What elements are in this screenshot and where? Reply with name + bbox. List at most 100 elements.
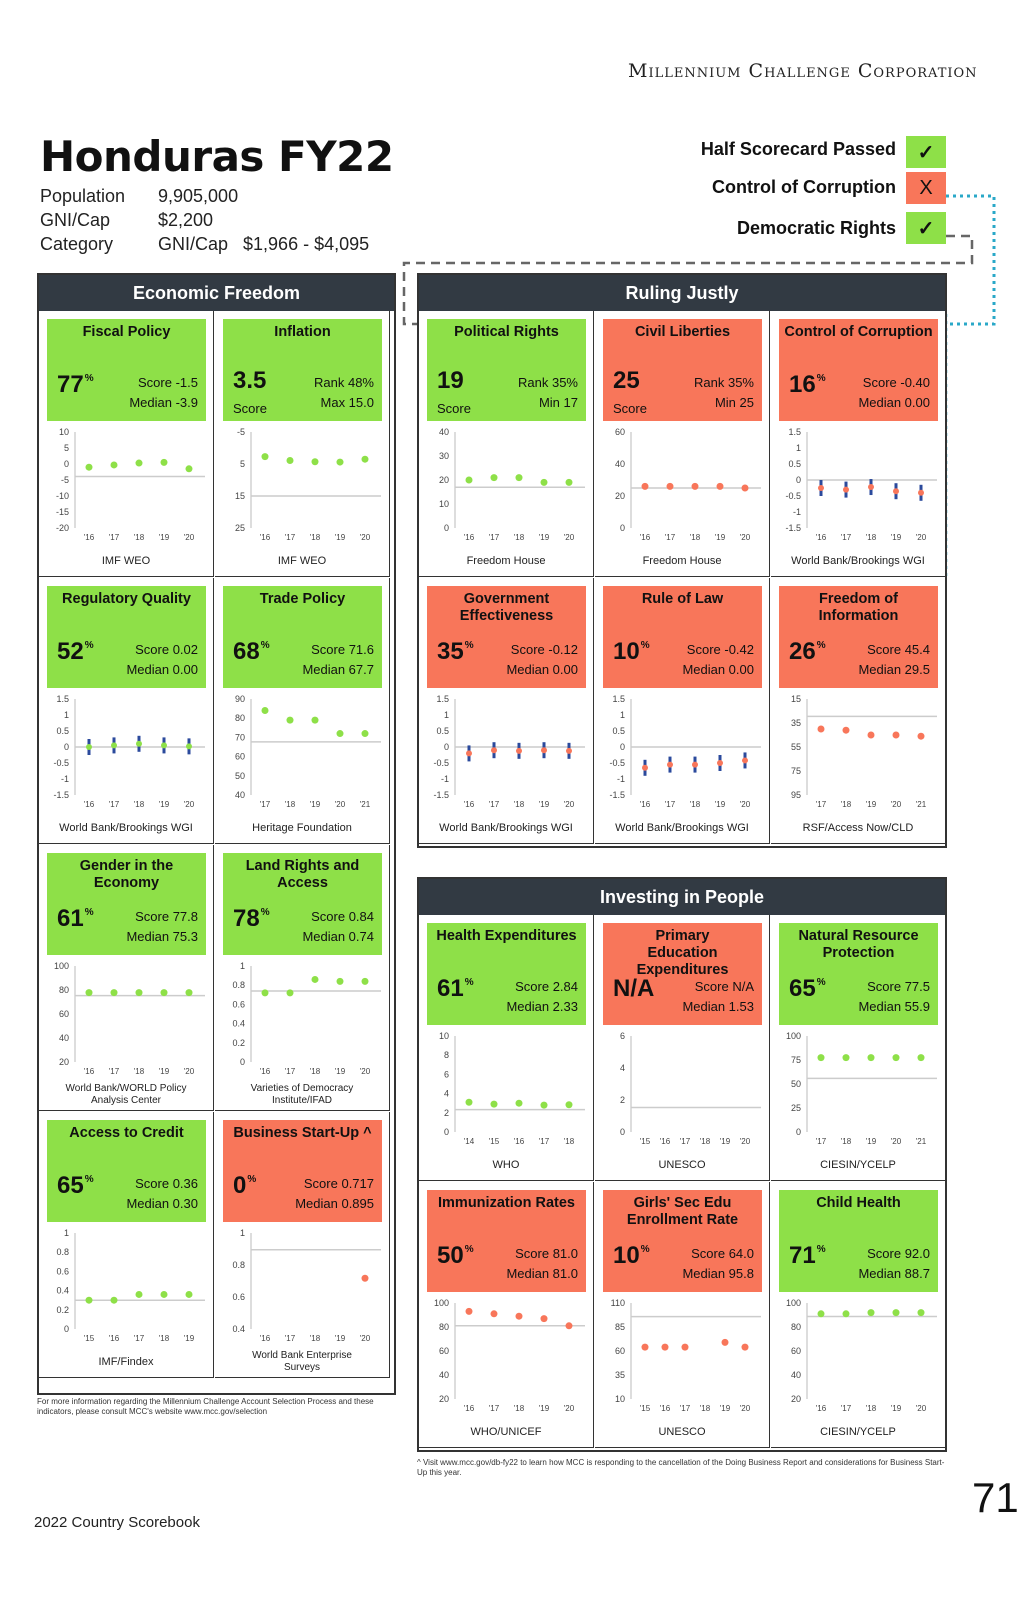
y-tick-label: -1 [617, 774, 625, 784]
data-point [465, 1098, 473, 1106]
indicator-median: Median 0.00 [682, 662, 754, 677]
y-tick-label: 0 [64, 742, 69, 752]
data-point [135, 989, 143, 997]
indicator-median: Max 15.0 [320, 395, 374, 410]
info-key: Population [40, 186, 126, 206]
data-source: World Bank/Brookings WGI [791, 555, 925, 567]
x-tick-label: '16 [464, 533, 475, 542]
y-tick-label: 80 [59, 985, 69, 995]
percent-sign: % [84, 907, 94, 918]
hurdle-label: Democratic Rights [736, 218, 896, 238]
indicator-cell: Civil Liberties 25 Score Rank 35% Min 25 60 40… [595, 311, 770, 577]
indicator-value-text: 25 [613, 367, 640, 394]
score-label: Score [233, 401, 267, 416]
indicator-median: Median 75.3 [126, 929, 198, 944]
y-tick-label: 60 [439, 1346, 449, 1356]
indicator-value-text: 52 [57, 638, 84, 665]
x-tick-label: '18 [134, 533, 145, 542]
indicator-median: Median 1.53 [682, 999, 754, 1014]
indicator-cell: Child Health 71% Score 92.0 Median 88.7 100 8… [771, 1182, 946, 1448]
y-tick-label: 60 [615, 427, 625, 437]
y-tick-label: 0.5 [56, 726, 69, 736]
indicator-value-text: 65 [789, 975, 816, 1002]
indicator-value: 0% [233, 1172, 256, 1200]
data-source: CIESIN/YCELP [820, 1426, 896, 1438]
x-tick-label: '18 [841, 800, 852, 809]
data-point [336, 458, 344, 466]
indicator-value-text: 3.5 [233, 367, 267, 394]
score-label: Score [613, 401, 647, 416]
x-tick-label: '19 [891, 1404, 902, 1413]
y-tick-label: 0 [620, 523, 625, 533]
percent-sign: % [816, 640, 826, 651]
data-point [361, 730, 369, 738]
indicator-score: Rank 48% [314, 375, 374, 390]
y-tick-label: 20 [791, 1394, 801, 1404]
y-tick-label: 20 [439, 475, 449, 485]
data-point [565, 1101, 573, 1109]
indicator-header: Government Effectiveness 35% Score -0.12 Me… [427, 586, 586, 688]
indicator-value: N/A [613, 975, 655, 1003]
percent-sign: % [816, 977, 826, 988]
percent-sign: % [247, 1174, 257, 1185]
indicator-value: 3.5 [233, 367, 267, 395]
y-tick-label: 100 [434, 1298, 449, 1308]
data-point [85, 1296, 93, 1304]
y-tick-label: 55 [791, 742, 801, 752]
x-tick-label: '17 [109, 1067, 120, 1076]
x-tick-label: '20 [564, 800, 575, 809]
y-tick-label: 80 [439, 1322, 449, 1332]
indicator-value: 71% [789, 1242, 826, 1270]
indicator-median: Median 0.895 [295, 1196, 374, 1211]
data-point [160, 1290, 168, 1298]
data-point [742, 757, 748, 764]
indicator-chart: 60 40 20 0 '16 '17 '18 '19 '20 [615, 427, 761, 542]
x-tick-label: '18 [841, 1137, 852, 1146]
data-point [261, 453, 269, 461]
indicator-chart: 1 0.8 0.6 0.4 0.2 0 '15 '16 '17 '18 '19 [56, 1228, 205, 1343]
y-tick-label: 40 [615, 459, 625, 469]
data-point [286, 989, 294, 997]
data-point [466, 750, 472, 757]
y-tick-label: 0.8 [56, 1247, 69, 1257]
data-point [491, 747, 497, 754]
y-tick-label: 0.6 [232, 1292, 245, 1302]
x-tick-label: '15 [84, 1334, 95, 1343]
data-point [185, 465, 193, 473]
indicator-value: 52% [57, 638, 94, 666]
x-tick-label: '18 [134, 1067, 145, 1076]
indicator-value: 77% [57, 371, 94, 399]
indicator-header: Business Start-Up ^ 0% Score 0.717 Median 0… [223, 1120, 382, 1222]
data-point [565, 478, 573, 486]
indicator-cell: Natural Resource Protection 65% Score 77.5… [771, 915, 946, 1181]
indicator-name: Business Start-Up ^ [233, 1125, 372, 1141]
indicator-cell: Inflation 3.5 Score Rank 48% Max 15.0 -5 5 15 25… [215, 311, 390, 577]
y-tick-label: 0 [240, 1057, 245, 1067]
data-source: World Bank/Brookings WGI [59, 822, 193, 834]
indicator-cell: Regulatory Quality 52% Score 0.02 Median 0.… [39, 578, 214, 844]
x-tick-label: '15 [640, 1404, 651, 1413]
y-tick-label: -5 [237, 427, 245, 437]
data-point [336, 977, 344, 985]
indicator-value: 50% [437, 1242, 474, 1270]
data-point [490, 474, 498, 482]
indicator-header: Immunization Rates 50% Score 81.0 Median 81… [427, 1190, 586, 1292]
percent-sign: % [84, 1174, 94, 1185]
indicator-name: Health Expenditures [436, 928, 577, 944]
y-tick-label: 1 [64, 710, 69, 720]
y-tick-label: -20 [56, 523, 69, 533]
indicator-median: Median 2.33 [506, 999, 578, 1014]
data-point [185, 989, 193, 997]
y-tick-label: 35 [615, 1370, 625, 1380]
data-point [135, 1290, 143, 1298]
y-tick-label: -1.5 [433, 790, 449, 800]
x-tick-label: '17 [489, 533, 500, 542]
indicator-header: Freedom of Information 26% Score 45.4 Media… [779, 586, 938, 688]
indicator-value: 10% [613, 1242, 650, 1270]
indicator-value: 65% [789, 975, 826, 1003]
page-number: 71 [972, 1474, 1019, 1521]
x-tick-label: '16 [816, 1404, 827, 1413]
x-tick-label: '17 [260, 800, 271, 809]
section-title: Economic Freedom [39, 275, 394, 311]
indicator-cell: Primary Education Expenditures N/A Score N… [595, 915, 770, 1181]
